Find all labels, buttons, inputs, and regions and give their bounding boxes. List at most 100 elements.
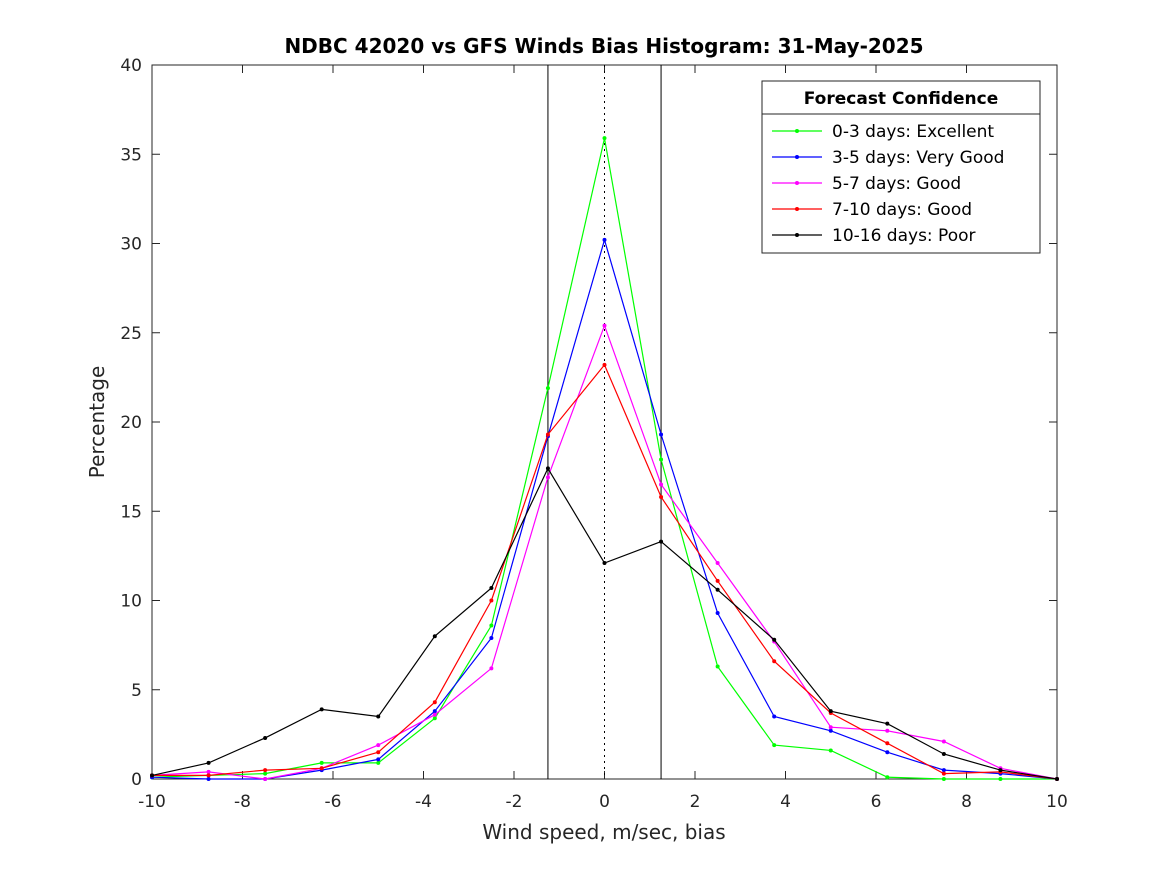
data-point xyxy=(715,664,720,669)
data-point xyxy=(659,457,664,462)
data-point xyxy=(602,237,607,242)
data-point xyxy=(998,768,1003,773)
data-point xyxy=(432,716,437,721)
data-point xyxy=(659,494,664,499)
data-point xyxy=(545,432,550,437)
data-point xyxy=(941,739,946,744)
y-tick-label: 15 xyxy=(120,502,142,522)
data-point xyxy=(263,771,268,776)
data-point xyxy=(263,768,268,773)
data-point xyxy=(432,700,437,705)
x-tick-label: -10 xyxy=(138,792,166,812)
legend-marker xyxy=(795,181,799,185)
legend-entry-label: 0-3 days: Excellent xyxy=(832,122,994,142)
data-point xyxy=(885,775,890,780)
y-tick-label: 30 xyxy=(120,235,142,255)
data-point xyxy=(941,768,946,773)
x-tick-label: 6 xyxy=(871,792,882,812)
y-tick-label: 0 xyxy=(131,770,142,790)
data-point xyxy=(659,482,664,487)
x-tick-label: 8 xyxy=(961,792,972,812)
data-point xyxy=(828,748,833,753)
data-point xyxy=(206,769,211,774)
data-point xyxy=(545,386,550,391)
data-point xyxy=(545,475,550,480)
data-point xyxy=(941,771,946,776)
data-point xyxy=(828,728,833,733)
legend-entry-label: 10-16 days: Poor xyxy=(832,226,976,246)
data-point xyxy=(376,750,381,755)
y-tick-label: 35 xyxy=(120,145,142,165)
legend-entry-label: 7-10 days: Good xyxy=(832,200,972,220)
data-point xyxy=(489,635,494,640)
x-tick-label: 10 xyxy=(1046,792,1068,812)
data-point xyxy=(828,709,833,714)
x-tick-label: 0 xyxy=(599,792,610,812)
data-point xyxy=(659,432,664,437)
data-point xyxy=(263,777,268,781)
data-point xyxy=(602,136,607,141)
data-point xyxy=(772,743,777,748)
data-point xyxy=(998,777,1003,781)
data-point xyxy=(715,587,720,592)
data-point xyxy=(489,598,494,603)
data-point xyxy=(376,760,381,765)
y-tick-label: 10 xyxy=(120,592,142,612)
x-tick-label: -4 xyxy=(415,792,432,812)
y-tick-label: 5 xyxy=(131,681,142,701)
data-point xyxy=(206,760,211,765)
legend-marker xyxy=(795,155,799,159)
legend-title: Forecast Confidence xyxy=(804,89,999,109)
data-point xyxy=(602,561,607,566)
data-point xyxy=(772,659,777,664)
x-tick-label: -6 xyxy=(325,792,342,812)
data-point xyxy=(489,586,494,591)
data-point xyxy=(659,539,664,544)
y-tick-label: 40 xyxy=(120,56,142,76)
data-point xyxy=(772,714,777,719)
legend: Forecast Confidence 0-3 days: Excellent 3-… xyxy=(761,80,1041,254)
data-point xyxy=(828,725,833,730)
legend-marker xyxy=(795,129,799,133)
chart-title: NDBC 42020 vs GFS Winds Bias Histogram: … xyxy=(284,34,923,58)
data-point xyxy=(376,757,381,762)
x-tick-label: 4 xyxy=(780,792,791,812)
legend-box xyxy=(761,80,1041,254)
data-point xyxy=(432,709,437,714)
data-point xyxy=(489,623,494,628)
y-tick-label: 25 xyxy=(120,324,142,344)
y-tick-label: 20 xyxy=(120,413,142,433)
x-axis-label: Wind speed, m/sec, bias xyxy=(482,820,725,844)
legend-entry-label: 5-7 days: Good xyxy=(832,174,961,194)
data-point xyxy=(376,714,381,719)
data-point xyxy=(319,707,324,712)
data-point xyxy=(715,578,720,583)
data-point xyxy=(772,637,777,642)
data-point xyxy=(602,323,607,328)
y-axis-label: Percentage xyxy=(85,366,109,479)
data-point xyxy=(885,750,890,755)
data-point xyxy=(602,362,607,367)
legend-entry-label: 3-5 days: Very Good xyxy=(832,148,1004,168)
x-tick-label: 2 xyxy=(690,792,701,812)
legend-marker xyxy=(795,233,799,237)
data-point xyxy=(715,561,720,566)
data-point xyxy=(885,741,890,746)
data-point xyxy=(715,610,720,615)
data-point xyxy=(885,721,890,726)
data-point xyxy=(545,466,550,471)
data-point xyxy=(319,760,324,765)
data-point xyxy=(1055,777,1059,781)
data-point xyxy=(206,777,211,781)
data-point xyxy=(263,735,268,740)
data-point xyxy=(376,743,381,748)
data-point xyxy=(432,712,437,717)
legend-marker xyxy=(795,207,799,211)
data-point xyxy=(885,728,890,733)
x-tick-label: -8 xyxy=(234,792,251,812)
data-point xyxy=(941,752,946,757)
data-point xyxy=(432,634,437,639)
x-tick-label: -2 xyxy=(506,792,523,812)
data-point xyxy=(319,766,324,771)
